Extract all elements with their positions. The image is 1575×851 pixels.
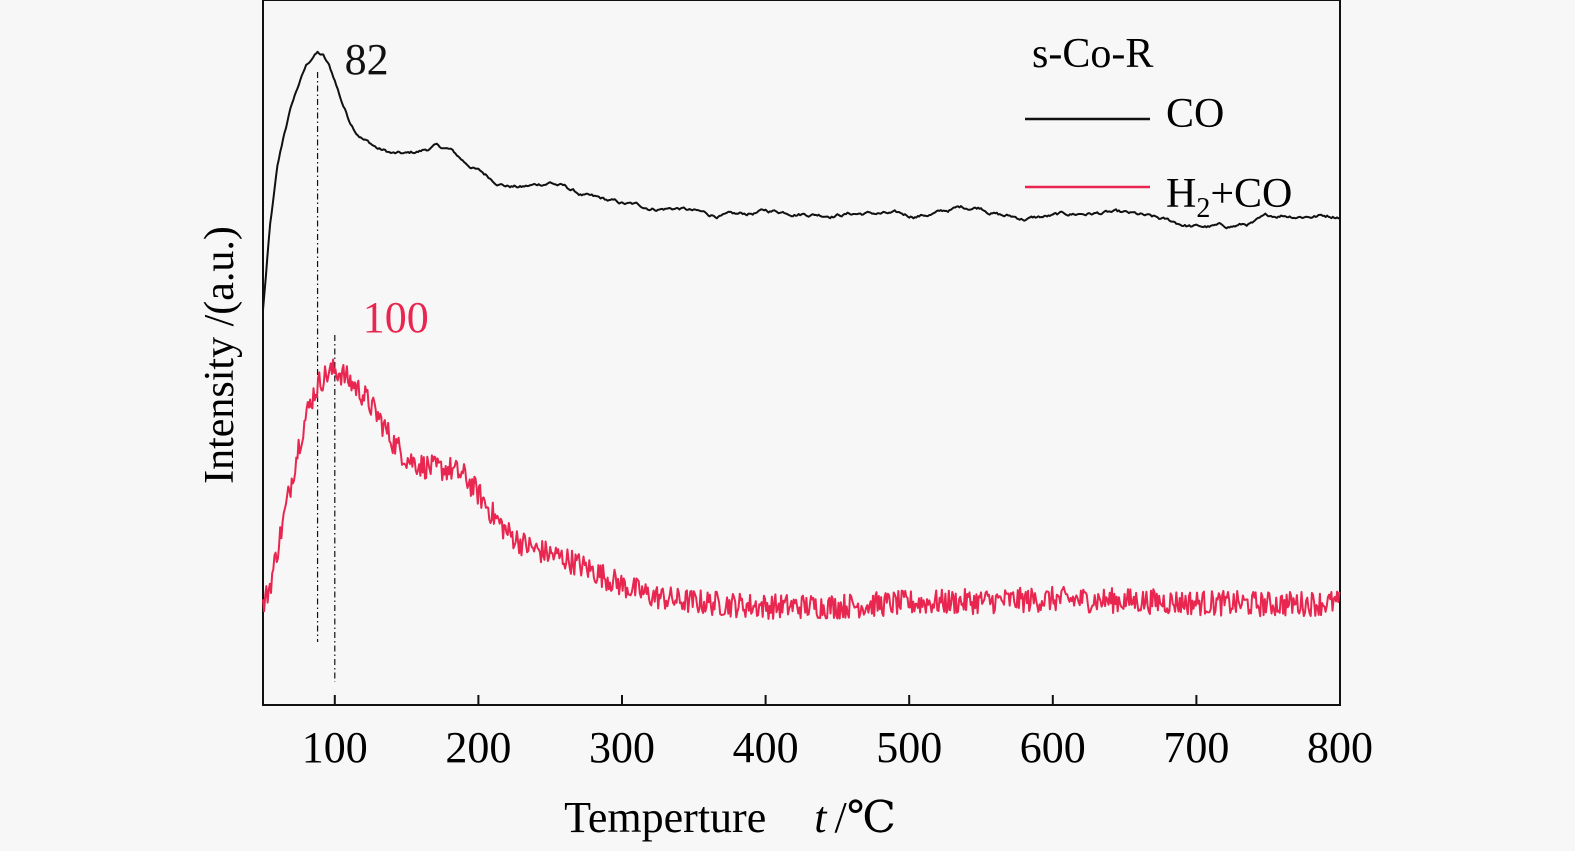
- x-axis-ticks: 100 200 300 400 500 600 700 800: [302, 695, 1373, 772]
- x-tick-label: 500: [876, 723, 942, 772]
- legend: s-Co-R CO H2+CO: [1025, 31, 1292, 224]
- legend-label-h2co-sub: 2: [1196, 193, 1210, 224]
- x-tick-label: 200: [445, 723, 511, 772]
- legend-label-h2co-tail: +CO: [1210, 171, 1292, 217]
- x-tick-label: 800: [1307, 723, 1373, 772]
- x-axis-label-var: t: [814, 793, 828, 842]
- legend-label-h2co-main: H: [1166, 171, 1196, 217]
- peak-label-co: 82: [345, 35, 389, 84]
- peak-label-h2co: 100: [363, 293, 429, 342]
- legend-label-h2co: H2+CO: [1166, 171, 1292, 224]
- legend-title: s-Co-R: [1032, 31, 1153, 77]
- legend-label-co: CO: [1166, 91, 1224, 137]
- x-tick-label: 300: [589, 723, 655, 772]
- series-line-h2-co: [262, 358, 1341, 620]
- y-axis-label: Intensity /(a.u.): [197, 226, 243, 484]
- x-axis-label: Temperture t/℃: [564, 793, 896, 842]
- x-tick-label: 100: [302, 723, 368, 772]
- plot-area-frame: [262, 0, 1341, 706]
- series-line-co: [262, 50, 1341, 310]
- x-tick-label: 400: [733, 723, 799, 772]
- x-tick-label: 700: [1163, 723, 1229, 772]
- x-tick-label: 600: [1020, 723, 1086, 772]
- x-axis-label-main: Temperture: [564, 793, 766, 842]
- x-axis-label-unit: /℃: [834, 793, 895, 842]
